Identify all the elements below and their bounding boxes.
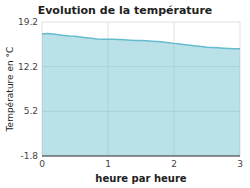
x-axis-label: heure par heure xyxy=(95,173,186,184)
grid-line-y xyxy=(42,22,240,23)
chart: -1.8 5.2 12.2 19.2 0 1 2 3 Evolution de la tempé… xyxy=(0,0,250,188)
x-tick-label: 1 xyxy=(105,159,111,169)
x-tick-label: 2 xyxy=(171,159,177,169)
grid xyxy=(42,22,240,156)
y-tick-label: 12.2 xyxy=(18,62,38,72)
plot-background xyxy=(42,22,240,156)
x-tick-label: 0 xyxy=(39,159,45,169)
y-tick-label: 19.2 xyxy=(18,17,38,27)
y-tick-label: -1.8 xyxy=(20,151,38,161)
x-tick-label: 3 xyxy=(237,159,243,169)
line xyxy=(42,33,240,48)
area xyxy=(42,33,240,156)
title: Evolution de la température xyxy=(38,4,213,17)
y-axis-label: Température en °C xyxy=(5,47,15,133)
x-axis-line xyxy=(42,156,240,157)
series xyxy=(42,33,240,156)
y-tick-label: 5.2 xyxy=(24,106,38,116)
grid-line-y xyxy=(42,156,240,157)
